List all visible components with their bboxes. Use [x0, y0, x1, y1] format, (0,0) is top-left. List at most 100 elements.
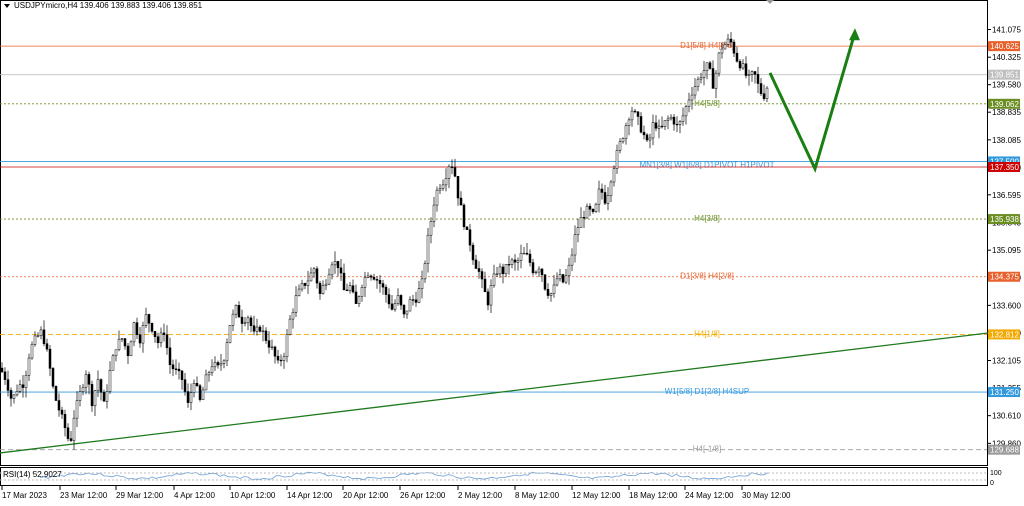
bear-candle: [738, 61, 742, 69]
bear-candle: [600, 188, 604, 193]
bull-candle: [324, 283, 328, 286]
bull-candle: [657, 125, 661, 129]
bull-candle: [297, 288, 301, 296]
bear-candle: [345, 289, 349, 291]
price-tag: [988, 271, 1020, 282]
bear-candle: [168, 347, 172, 366]
bull-candle: [159, 332, 163, 344]
bull-candle: [717, 52, 721, 74]
bear-candle: [501, 266, 505, 275]
level-label: MN1[3/8] W1[6/8] D1PIVOT H1PIVOT: [639, 160, 774, 169]
bull-candle: [585, 205, 589, 219]
bull-candle: [321, 285, 325, 294]
bear-candle: [672, 116, 676, 125]
bull-candle: [765, 87, 769, 99]
bear-candle: [264, 330, 268, 341]
bear-candle: [660, 125, 664, 128]
bull-candle: [141, 325, 145, 344]
x-tick-label: 24 May 12:00: [685, 491, 734, 500]
bear-candle: [21, 384, 25, 388]
bull-candle: [594, 203, 598, 212]
bull-candle: [96, 379, 100, 391]
bull-candle: [648, 137, 652, 141]
bull-candle: [282, 356, 286, 361]
bear-candle: [762, 93, 766, 99]
price-tag-label: 132.812: [990, 330, 1019, 339]
bear-candle: [471, 244, 475, 261]
bear-candle: [153, 331, 157, 337]
level-label: D1[3/8] H4[2/8]: [680, 272, 734, 281]
bear-candle: [195, 383, 199, 386]
bull-candle: [294, 295, 298, 313]
bull-candle: [12, 394, 16, 399]
bear-candle: [3, 371, 7, 380]
bull-candle: [78, 391, 82, 401]
bear-candle: [390, 303, 394, 310]
bear-candle: [591, 208, 595, 212]
bear-candle: [759, 83, 763, 94]
bear-candle: [237, 305, 241, 318]
bull-candle: [624, 125, 628, 139]
price-tag-label: 129.688: [990, 446, 1019, 455]
bear-candle: [387, 294, 391, 305]
bear-candle: [525, 252, 529, 255]
bull-candle: [213, 362, 217, 368]
bull-candle: [357, 296, 361, 304]
price-tag-label: 139.062: [990, 100, 1019, 109]
level-label: H4[-1/8]: [693, 445, 721, 454]
bear-candle: [279, 359, 283, 362]
bear-candle: [462, 204, 466, 228]
bull-candle: [549, 293, 553, 296]
bear-candle: [99, 379, 103, 393]
price-tag-label: 134.375: [990, 273, 1019, 282]
scroll-marker-icon[interactable]: [766, 0, 774, 4]
bull-candle: [684, 106, 688, 117]
x-tick-label: 29 Mar 12:00: [116, 491, 164, 500]
trendline[interactable]: [0, 332, 989, 454]
bull-candle: [444, 178, 448, 186]
bull-candle: [309, 272, 313, 282]
bear-candle: [654, 122, 658, 129]
bull-candle: [723, 44, 727, 50]
bear-candle: [174, 368, 178, 370]
bull-candle: [597, 188, 601, 205]
bear-candle: [375, 279, 379, 281]
bull-candle: [429, 221, 433, 236]
bull-candle: [114, 349, 118, 357]
x-tick-label: 12 May 12:00: [572, 491, 621, 500]
bear-candle: [645, 134, 649, 141]
bear-candle: [507, 264, 511, 266]
forecast-arrow[interactable]: [768, 31, 857, 174]
bear-candle: [252, 325, 256, 332]
price-tag: [988, 329, 1020, 340]
bull-candle: [618, 141, 622, 151]
bear-candle: [258, 326, 262, 332]
bull-candle: [234, 305, 238, 315]
bear-candle: [384, 286, 388, 295]
bear-candle: [315, 268, 319, 284]
bear-candle: [474, 259, 478, 269]
bear-candle: [186, 391, 190, 403]
symbol-menu-icon[interactable]: [4, 4, 10, 8]
bear-candle: [729, 38, 733, 43]
bear-candle: [42, 329, 46, 344]
bear-candle: [183, 379, 187, 392]
bull-candle: [210, 366, 214, 374]
bull-candle: [246, 317, 250, 323]
price-tag: [988, 41, 1020, 52]
bear-candle: [177, 368, 181, 372]
bull-candle: [495, 273, 499, 275]
bull-candle: [714, 72, 718, 89]
bear-candle: [138, 334, 142, 344]
bear-candle: [156, 336, 160, 344]
price-tag: [988, 214, 1020, 225]
bull-candle: [300, 283, 304, 290]
bear-candle: [69, 438, 73, 441]
bull-candle: [225, 342, 229, 362]
bull-candle: [630, 110, 634, 121]
bull-candle: [741, 63, 745, 69]
bull-candle: [120, 338, 124, 340]
bull-candle: [144, 314, 148, 326]
